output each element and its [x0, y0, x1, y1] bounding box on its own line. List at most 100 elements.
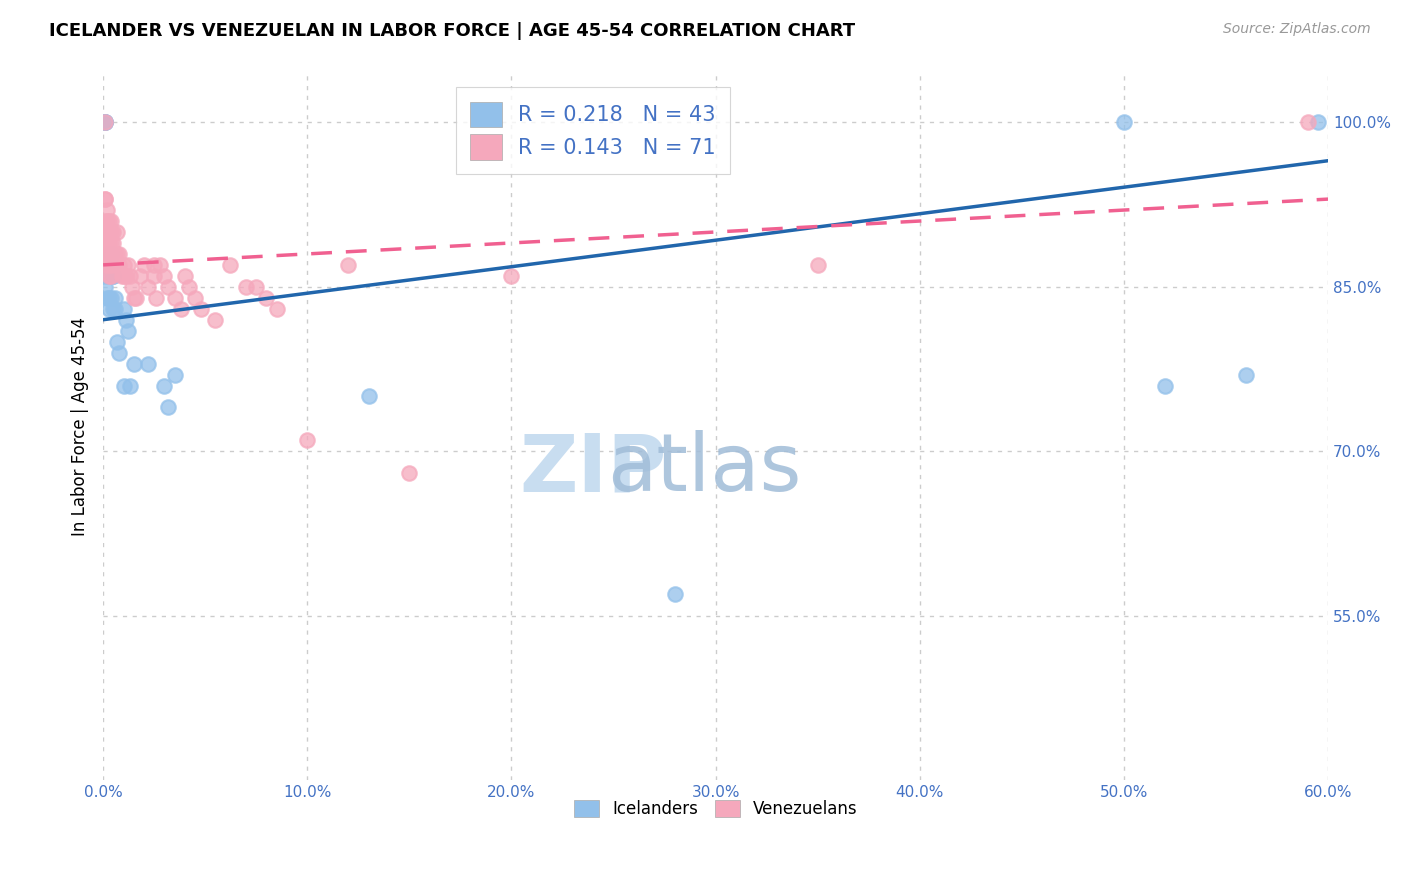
Point: [107, 334, 129, 349]
Point: [94, 192, 117, 206]
Point: [1296, 115, 1319, 129]
Point: [170, 301, 193, 316]
Point: [94, 115, 117, 129]
Point: [98, 235, 121, 250]
Point: [177, 280, 200, 294]
Point: [94, 225, 117, 239]
Point: [112, 258, 135, 272]
Text: ZIP: ZIP: [519, 430, 666, 508]
Point: [100, 291, 122, 305]
Point: [103, 268, 125, 283]
Point: [190, 301, 212, 316]
Point: [94, 115, 117, 129]
Point: [114, 268, 136, 283]
Point: [398, 467, 420, 481]
Point: [94, 115, 117, 129]
Point: [337, 258, 360, 272]
Point: [136, 280, 159, 294]
Point: [664, 587, 686, 601]
Point: [100, 247, 122, 261]
Point: [108, 345, 131, 359]
Point: [266, 301, 288, 316]
Point: [96, 291, 118, 305]
Point: [128, 268, 150, 283]
Point: [110, 268, 132, 283]
Point: [184, 291, 207, 305]
Point: [94, 280, 117, 294]
Point: [1236, 368, 1258, 382]
Point: [122, 357, 145, 371]
Point: [108, 247, 131, 261]
Point: [125, 291, 148, 305]
Point: [94, 192, 117, 206]
Point: [98, 291, 121, 305]
Point: [103, 247, 125, 261]
Point: [100, 258, 122, 272]
Point: [98, 258, 121, 272]
Point: [157, 280, 180, 294]
Point: [98, 258, 121, 272]
Point: [100, 225, 122, 239]
Point: [112, 268, 135, 283]
Point: [98, 258, 121, 272]
Point: [112, 378, 135, 392]
Point: [153, 378, 176, 392]
Point: [153, 268, 176, 283]
Point: [98, 301, 121, 316]
Point: [118, 378, 141, 392]
Point: [1112, 115, 1135, 129]
Point: [96, 235, 118, 250]
Point: [100, 258, 122, 272]
Point: [807, 258, 830, 272]
Point: [98, 214, 121, 228]
Point: [104, 258, 127, 272]
Point: [94, 258, 117, 272]
Point: [104, 247, 127, 261]
Text: atlas: atlas: [607, 430, 801, 508]
Point: [1306, 115, 1329, 129]
Text: Source: ZipAtlas.com: Source: ZipAtlas.com: [1223, 22, 1371, 37]
Point: [107, 225, 129, 239]
Point: [104, 301, 127, 316]
Point: [256, 291, 278, 305]
Point: [112, 301, 135, 316]
Point: [117, 258, 139, 272]
Point: [145, 291, 167, 305]
Point: [94, 115, 117, 129]
Point: [94, 247, 117, 261]
Point: [149, 258, 172, 272]
Point: [94, 235, 117, 250]
Point: [173, 268, 195, 283]
Point: [122, 291, 145, 305]
Y-axis label: In Labor Force | Age 45-54: In Labor Force | Age 45-54: [72, 318, 89, 536]
Point: [96, 247, 118, 261]
Point: [136, 357, 159, 371]
Point: [163, 291, 186, 305]
Point: [107, 247, 129, 261]
Point: [218, 258, 240, 272]
Point: [94, 214, 117, 228]
Point: [107, 258, 129, 272]
Point: [94, 268, 117, 283]
Point: [94, 225, 117, 239]
Point: [235, 280, 257, 294]
Point: [96, 258, 118, 272]
Point: [98, 268, 121, 283]
Point: [157, 401, 180, 415]
Legend: Icelanders, Venezuelans: Icelanders, Venezuelans: [567, 794, 865, 825]
Point: [163, 368, 186, 382]
Point: [100, 235, 122, 250]
Point: [121, 280, 143, 294]
Point: [98, 268, 121, 283]
Point: [103, 301, 125, 316]
Point: [117, 324, 139, 338]
Point: [103, 268, 125, 283]
Point: [96, 202, 118, 217]
Point: [96, 214, 118, 228]
Point: [1153, 378, 1175, 392]
Point: [245, 280, 267, 294]
Point: [104, 291, 127, 305]
Point: [98, 247, 121, 261]
Point: [103, 225, 125, 239]
Point: [501, 268, 523, 283]
